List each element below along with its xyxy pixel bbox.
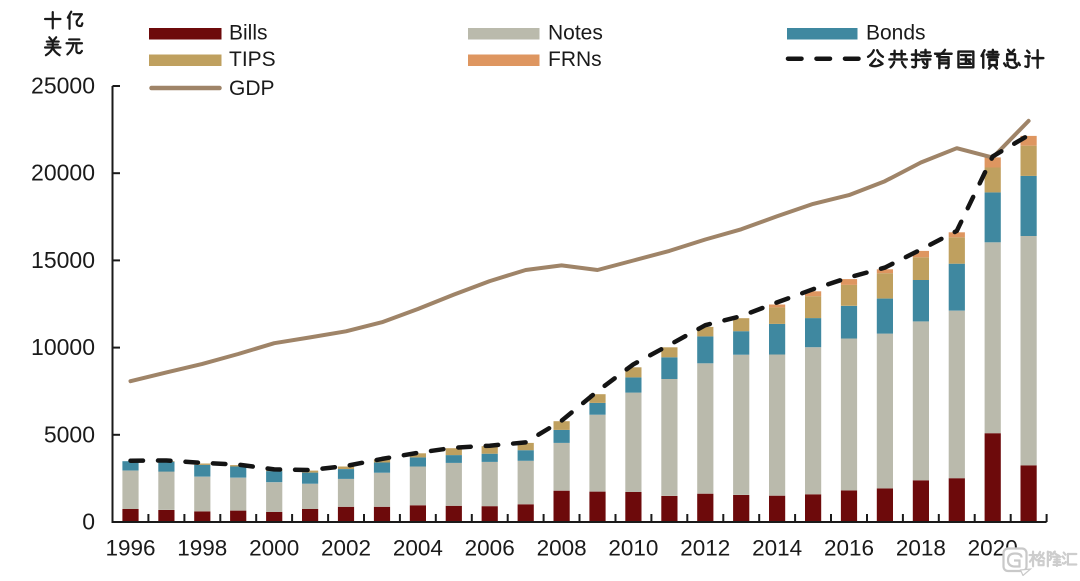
svg-text:5000: 5000 xyxy=(44,421,95,447)
svg-text:1998: 1998 xyxy=(177,536,227,561)
svg-text:Notes: Notes xyxy=(548,22,603,45)
svg-text:2016: 2016 xyxy=(824,536,874,561)
svg-text:2006: 2006 xyxy=(465,536,515,561)
svg-text:Bills: Bills xyxy=(229,22,268,45)
svg-text:2010: 2010 xyxy=(608,536,658,561)
svg-text:10000: 10000 xyxy=(31,334,95,360)
svg-text:TIPS: TIPS xyxy=(229,48,276,71)
svg-text:Bonds: Bonds xyxy=(866,22,926,45)
svg-text:2008: 2008 xyxy=(537,536,587,561)
svg-text:2018: 2018 xyxy=(896,536,946,561)
svg-text:0: 0 xyxy=(82,509,95,535)
svg-text:15000: 15000 xyxy=(31,247,95,273)
svg-text:25000: 25000 xyxy=(31,73,95,99)
svg-text:1996: 1996 xyxy=(105,536,155,561)
svg-text:2002: 2002 xyxy=(321,536,371,561)
svg-text:GDP: GDP xyxy=(229,77,275,100)
svg-text:2004: 2004 xyxy=(393,536,443,561)
svg-text:2000: 2000 xyxy=(249,536,299,561)
svg-text:FRNs: FRNs xyxy=(548,48,602,71)
svg-text:20000: 20000 xyxy=(31,160,95,186)
svg-text:2014: 2014 xyxy=(752,536,802,561)
svg-text:2012: 2012 xyxy=(680,536,730,561)
